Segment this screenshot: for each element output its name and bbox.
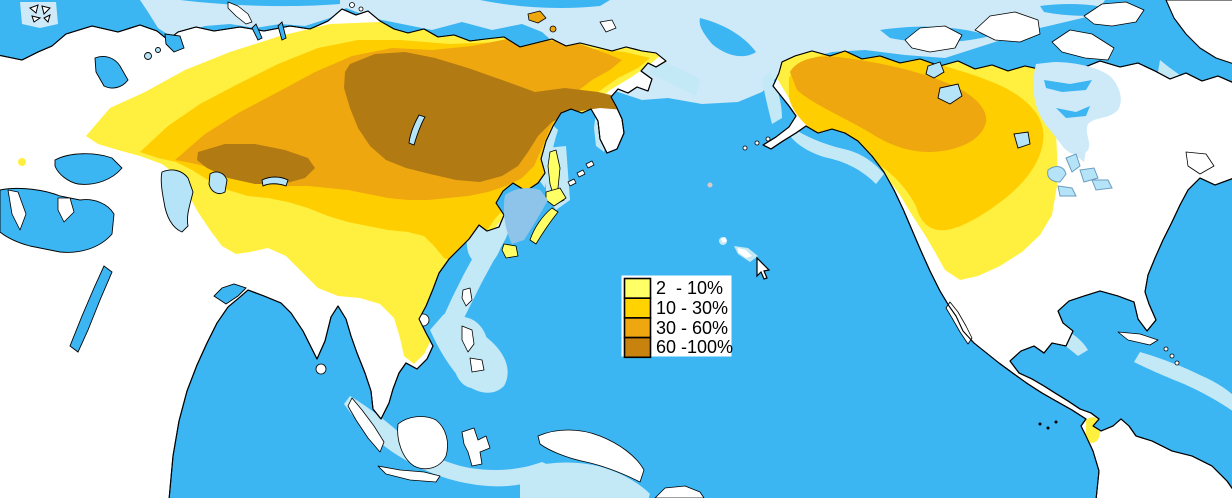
japan-archipelago — [501, 149, 567, 259]
aleutian-2 — [754, 140, 760, 146]
aleutian-3 — [765, 136, 771, 142]
greece — [57, 197, 75, 223]
svalbard-ice-patch — [20, 2, 58, 28]
alaska-south-fringe — [790, 130, 884, 184]
islands — [227, 1, 1215, 498]
persian-gulf — [213, 283, 247, 305]
newfoundland — [1185, 151, 1215, 175]
lake-ladoga — [144, 52, 152, 60]
map-legend: 2 - 10% 10 - 30% 30 - 60% 60 -100% — [621, 275, 733, 359]
antilles-3 — [1174, 360, 1180, 366]
red-sea — [69, 265, 113, 353]
great-slave-lake — [937, 83, 963, 105]
legend-label-4: 60 -100% — [656, 337, 733, 357]
galapagos-islands — [1038, 420, 1058, 430]
yenisei-gulf — [277, 21, 287, 41]
kuril-1 — [567, 178, 577, 187]
hudson-bay — [1033, 62, 1121, 162]
sulawesi — [461, 427, 491, 467]
arafura-halo — [520, 462, 650, 498]
legend-label-3: 30 - 60% — [656, 318, 728, 338]
zone-30-60-namerica — [790, 56, 987, 153]
caribbean-fringe — [1134, 352, 1232, 411]
borneo — [397, 416, 448, 470]
great-lakes — [1047, 153, 1113, 197]
luzon — [461, 325, 475, 353]
new-guinea — [537, 429, 645, 483]
kyushu-shikoku — [501, 243, 519, 259]
lake-winnipeg — [1013, 131, 1031, 149]
ob-gulf — [251, 23, 263, 41]
bering-fringe-east — [762, 72, 782, 124]
java — [377, 465, 441, 483]
bering-fringe-west — [650, 58, 700, 96]
antilles-2 — [1169, 353, 1175, 359]
antilles-1 — [1163, 346, 1169, 352]
greenland — [1165, 0, 1232, 64]
legend-label-2: 10 - 30% — [656, 298, 728, 318]
italy — [7, 189, 27, 231]
australia-tip — [654, 485, 705, 498]
svalbard-islands — [29, 4, 51, 23]
legend-swatch-2 — [623, 297, 652, 319]
yellow-sea — [466, 223, 502, 265]
lake-balkhash — [261, 176, 289, 187]
black-sea — [54, 153, 123, 185]
aleutian-1 — [742, 145, 748, 151]
baltic-sea — [94, 55, 129, 89]
mouse-cursor-icon — [756, 256, 771, 280]
james-bay — [1072, 140, 1086, 162]
mediterranean-peninsulas — [7, 189, 75, 231]
wrangel-island — [599, 19, 617, 33]
caspian-sea — [160, 169, 194, 233]
legend-swatch-3 — [623, 317, 652, 339]
novaya-zemlya — [227, 1, 253, 25]
white-sea — [164, 33, 185, 53]
new-siberian-islands — [527, 10, 557, 33]
mindanao — [469, 357, 485, 373]
midway-speck — [707, 182, 713, 188]
sumatra — [347, 397, 385, 453]
taiwan — [461, 287, 473, 307]
lake-baikal — [408, 114, 426, 146]
severnaya-zemlya — [349, 2, 364, 12]
zone-60-100-eurasia — [197, 52, 632, 184]
legend-label-1: 2 - 10% — [656, 278, 723, 298]
arctic-archipelago — [904, 1, 1145, 61]
honshu — [529, 207, 559, 245]
sea-of-japan — [503, 187, 548, 244]
kuril-2 — [576, 169, 586, 178]
lake-onega — [155, 47, 161, 53]
kuril-3 — [585, 160, 595, 169]
legend-swatch-1 — [623, 277, 652, 300]
hawaii-islands — [719, 237, 758, 262]
great-bear-lake — [925, 61, 945, 79]
legend-swatch-4 — [623, 336, 652, 359]
sri-lanka — [315, 363, 327, 375]
cuba — [1117, 331, 1159, 346]
mediterranean-sea — [0, 187, 115, 253]
aral-sea — [208, 171, 228, 195]
